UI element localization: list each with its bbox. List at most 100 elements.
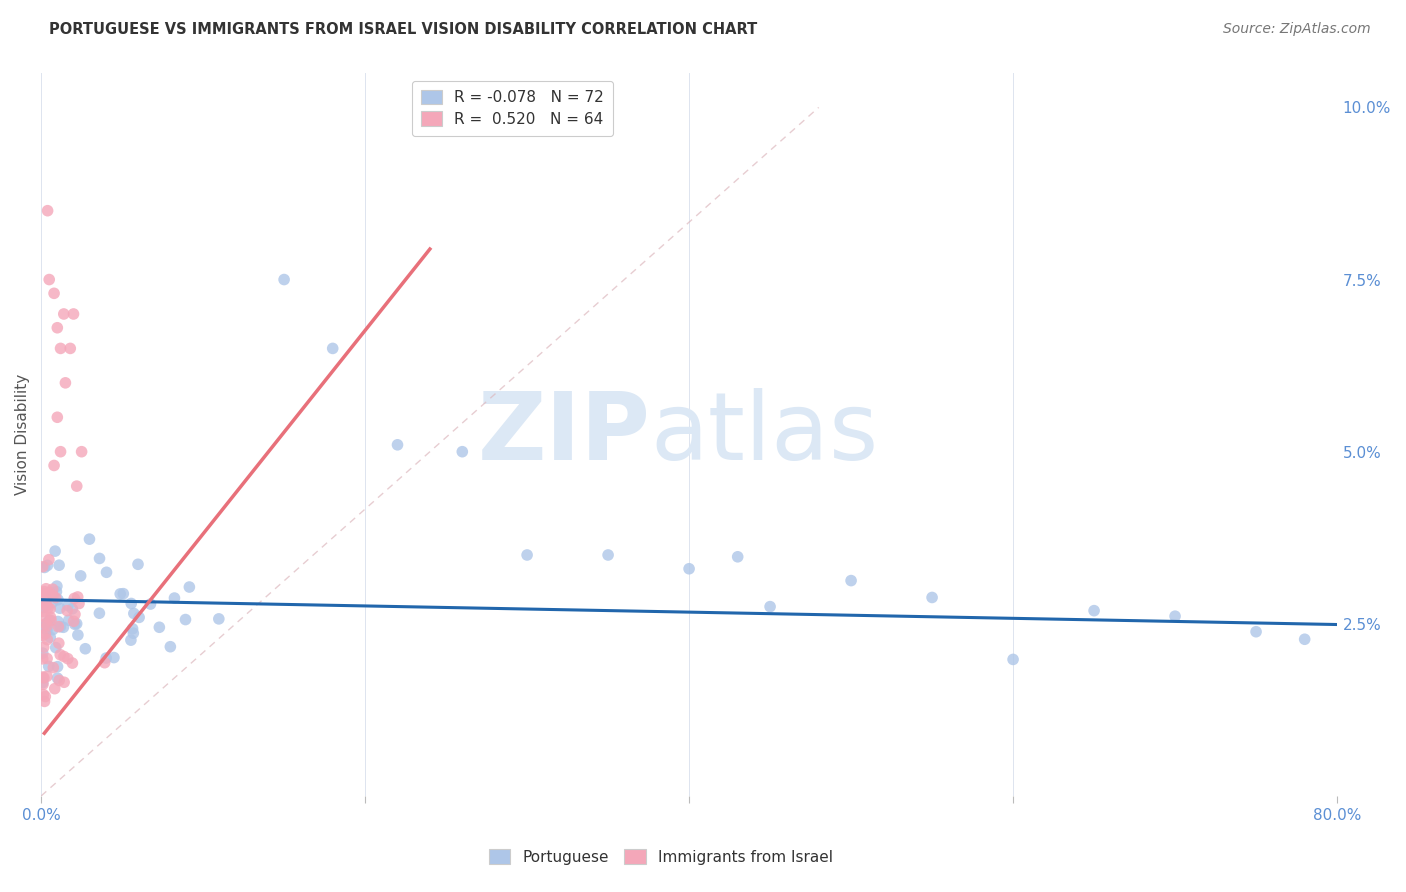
Point	[122, 626, 145, 640]
Point	[42, 660, 65, 674]
Point	[39, 602, 62, 616]
Point	[96, 566, 118, 580]
Point	[45, 591, 67, 605]
Point	[37, 618, 59, 632]
Point	[56, 604, 79, 618]
Point	[38, 552, 60, 566]
Point	[148, 620, 170, 634]
Point	[63, 617, 86, 632]
Point	[387, 438, 409, 452]
Point	[1244, 624, 1267, 639]
Point	[39, 630, 62, 644]
Point	[52, 649, 75, 664]
Text: atlas: atlas	[650, 389, 879, 481]
Point	[70, 444, 93, 458]
Point	[34, 694, 56, 708]
Point	[120, 597, 142, 611]
Point	[121, 622, 143, 636]
Point	[60, 601, 83, 615]
Point	[75, 641, 97, 656]
Point	[31, 670, 53, 684]
Point	[32, 671, 55, 685]
Point	[34, 690, 56, 704]
Point	[53, 675, 76, 690]
Point	[41, 587, 63, 601]
Point	[39, 610, 62, 624]
Point	[128, 610, 150, 624]
Point	[35, 616, 58, 631]
Point	[31, 675, 53, 690]
Point	[42, 589, 65, 603]
Legend: Portuguese, Immigrants from Israel: Portuguese, Immigrants from Israel	[482, 843, 839, 871]
Point	[31, 586, 53, 600]
Point	[56, 599, 79, 613]
Point	[34, 609, 56, 624]
Text: Source: ZipAtlas.com: Source: ZipAtlas.com	[1223, 22, 1371, 37]
Point	[159, 640, 181, 654]
Point	[55, 376, 77, 390]
Point	[35, 651, 58, 665]
Point	[32, 677, 55, 691]
Point	[45, 584, 67, 599]
Point	[94, 651, 117, 665]
Point	[58, 613, 80, 627]
Point	[174, 613, 197, 627]
Point	[678, 562, 700, 576]
Point	[48, 620, 70, 634]
Point	[31, 646, 53, 660]
Point	[41, 596, 63, 610]
Point	[52, 307, 75, 321]
Point	[34, 560, 56, 574]
Point	[35, 598, 58, 612]
Point	[31, 628, 53, 642]
Point	[63, 607, 86, 622]
Point	[44, 681, 66, 696]
Text: ZIP: ZIP	[477, 389, 650, 481]
Point	[38, 585, 60, 599]
Point	[32, 640, 55, 655]
Point	[32, 621, 55, 635]
Point	[163, 591, 186, 605]
Point	[596, 548, 619, 562]
Point	[63, 591, 86, 606]
Point	[42, 458, 65, 473]
Point	[112, 587, 135, 601]
Point	[41, 582, 63, 597]
Point	[108, 587, 131, 601]
Point	[35, 623, 58, 637]
Point	[89, 606, 111, 620]
Point	[31, 591, 53, 605]
Point	[46, 615, 69, 629]
Point	[31, 652, 53, 666]
Point	[49, 620, 72, 634]
Point	[727, 549, 749, 564]
Point	[139, 597, 162, 611]
Point	[49, 342, 72, 356]
Point	[93, 656, 115, 670]
Point	[32, 600, 55, 615]
Point	[1083, 604, 1105, 618]
Point	[122, 607, 145, 621]
Point	[46, 320, 69, 334]
Point	[120, 633, 142, 648]
Point	[34, 617, 56, 632]
Point	[38, 613, 60, 627]
Point	[66, 616, 89, 631]
Point	[48, 558, 70, 573]
Y-axis label: Vision Disability: Vision Disability	[15, 374, 30, 495]
Point	[62, 615, 84, 629]
Point	[39, 613, 62, 627]
Point	[322, 342, 344, 356]
Point	[35, 582, 58, 596]
Point	[66, 628, 89, 642]
Point	[56, 651, 79, 665]
Point	[37, 203, 59, 218]
Point	[103, 650, 125, 665]
Point	[62, 656, 84, 670]
Legend: R = -0.078   N = 72, R =  0.520   N = 64: R = -0.078 N = 72, R = 0.520 N = 64	[412, 80, 613, 136]
Point	[44, 544, 66, 558]
Point	[79, 532, 101, 546]
Point	[42, 286, 65, 301]
Point	[35, 599, 58, 613]
Point	[66, 590, 89, 604]
